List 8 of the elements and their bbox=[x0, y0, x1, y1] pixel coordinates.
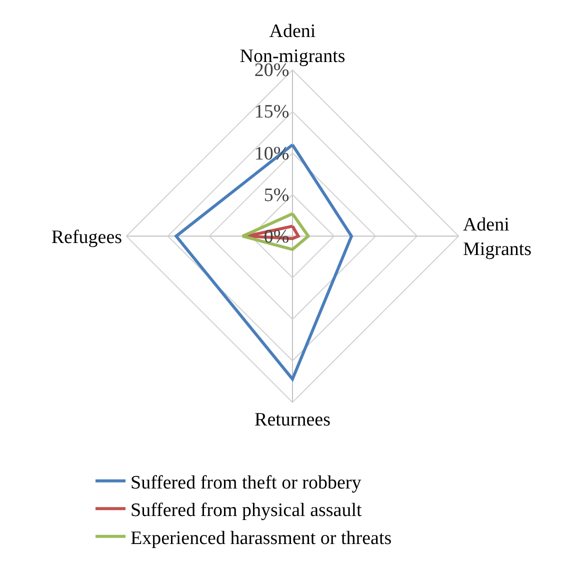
legend-label: Suffered from theft or robbery bbox=[130, 472, 362, 494]
spoke-label: Returnees bbox=[254, 410, 330, 431]
spoke-label: Refugees bbox=[51, 226, 122, 248]
y-tick-label: 15% bbox=[254, 102, 290, 123]
spoke-label: Adeni Migrants bbox=[462, 214, 532, 260]
legend-label: Experienced harassment or threats bbox=[130, 528, 392, 549]
legend-label: Suffered from physical assault bbox=[130, 500, 363, 522]
y-tick-label: 5% bbox=[264, 184, 290, 206]
